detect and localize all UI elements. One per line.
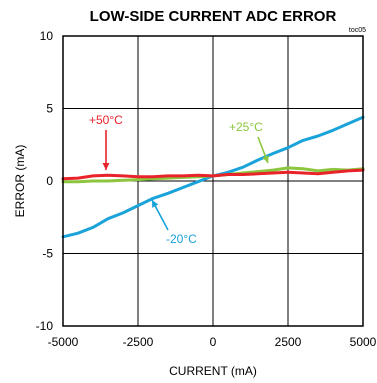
annotation-arrow-3-head bbox=[152, 200, 159, 208]
annotation-label-2: +25°C bbox=[229, 120, 263, 134]
x-tick-label: -2500 bbox=[123, 335, 154, 349]
annotation-arrow-3 bbox=[151, 199, 169, 231]
y-tick-label: 0 bbox=[46, 174, 53, 188]
annotation-arrow-2-head bbox=[262, 155, 269, 163]
figure-tag: toc05 bbox=[349, 27, 366, 34]
plot-area-frame bbox=[62, 35, 364, 327]
y-tick-label: 5 bbox=[46, 102, 53, 116]
series-group bbox=[61, 115, 365, 239]
x-tick-label: -5000 bbox=[48, 335, 79, 349]
y-tick-label: -5 bbox=[42, 247, 53, 261]
annotation-arrow-1-head bbox=[102, 163, 110, 170]
y-tick-label: -10 bbox=[36, 319, 54, 333]
annotation-arrow-1 bbox=[102, 130, 110, 170]
chart-title: LOW-SIDE CURRENT ADC ERROR bbox=[90, 8, 337, 25]
x-tick-label: 2500 bbox=[275, 335, 302, 349]
annotation-label-3: -20°C bbox=[166, 232, 197, 246]
x-tick-label: 5000 bbox=[350, 335, 377, 349]
annotations: +50°C +25°C -20°C bbox=[89, 113, 269, 246]
annotation-label-1: +50°C bbox=[89, 113, 123, 127]
y-tick-label: 10 bbox=[40, 29, 54, 43]
annotation-arrow-2 bbox=[257, 136, 269, 164]
x-tick-label: 0 bbox=[210, 335, 217, 349]
series-line-1 bbox=[61, 168, 365, 181]
x-axis-label: CURRENT (mA) bbox=[169, 364, 257, 378]
y-axis-label: ERROR (mA) bbox=[13, 145, 27, 218]
tick-labels: -5000 -2500 0 2500 5000 10 5 0 -5 -10 bbox=[36, 29, 377, 349]
